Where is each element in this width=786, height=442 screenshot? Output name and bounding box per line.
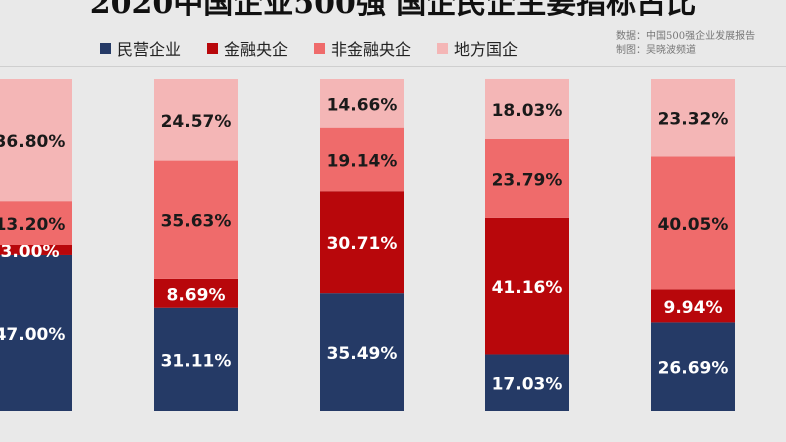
data-label-nonfinancial-soe-0: 13.20% [0, 215, 65, 235]
bar-segment-local-soe-0 [0, 79, 72, 202]
bar-segment-local-soe-3 [485, 78, 569, 139]
source-note: 数据：中国500强企业发展报告 制图：吴晓波频道 [616, 30, 755, 58]
data-label-local-soe-1: 24.57% [161, 112, 232, 132]
bar-segment-private-2 [320, 293, 404, 411]
data-label-private-4: 26.69% [658, 359, 729, 379]
legend-swatch-financial-soe [207, 42, 219, 54]
data-label-local-soe-2: 14.66% [327, 95, 398, 115]
bar-segment-private-3 [485, 354, 569, 411]
data-label-nonfinancial-soe-4: 40.05% [658, 215, 729, 235]
legend-swatch-nonfinancial-soe [314, 42, 326, 54]
bar-segment-financial-soe-3 [485, 217, 569, 355]
legend-label-financial-soe: 金融央企 [224, 40, 289, 59]
bar-segment-financial-soe-2 [320, 191, 404, 294]
legend-swatch-local-soe [437, 42, 449, 54]
bar-segment-nonfinancial-soe-1 [154, 160, 238, 279]
data-label-nonfinancial-soe-3: 23.79% [492, 170, 563, 190]
source-line-data: 数据：中国500强企业发展报告 [616, 31, 756, 42]
data-label-private-3: 17.03% [492, 375, 563, 395]
bar-segment-local-soe-1 [154, 79, 238, 161]
chart-title: 2020中国企业500强 国企民企主要指标占比 [89, 0, 697, 21]
bar-segment-nonfinancial-soe-3 [485, 138, 569, 218]
legend-item-nonfinancial-soe: 非金融央企 [314, 36, 411, 60]
data-label-local-soe-4: 23.32% [658, 110, 729, 130]
bar-segment-local-soe-4 [651, 79, 735, 157]
data-label-local-soe-3: 18.03% [492, 101, 563, 121]
legend-label-private: 民营企业 [117, 40, 182, 59]
legend-item-financial-soe: 金融央企 [207, 36, 288, 60]
data-label-financial-soe-3: 41.16% [492, 278, 563, 298]
data-label-private-1: 31.11% [161, 351, 232, 371]
data-label-financial-soe-4: 9.94% [664, 298, 723, 318]
legend-label-local-soe: 地方国企 [454, 40, 519, 59]
bar-segment-nonfinancial-soe-0 [0, 201, 72, 245]
legend: 民营企业 金融央企 非金融央企 地方国企 [100, 36, 518, 60]
bar-segment-nonfinancial-soe-4 [651, 156, 735, 290]
data-label-nonfinancial-soe-1: 35.63% [161, 212, 232, 232]
data-label-financial-soe-2: 30.71% [327, 234, 398, 254]
legend-label-nonfinancial-soe: 非金融央企 [331, 40, 412, 59]
legend-item-local-soe: 地方国企 [437, 36, 518, 60]
bar-segment-private-0 [0, 254, 72, 411]
bar-segment-financial-soe-4 [651, 289, 735, 323]
data-label-private-2: 35.49% [327, 344, 398, 364]
bar-segment-local-soe-2 [320, 79, 404, 128]
data-label-private-0: 47.00% [0, 325, 65, 345]
bar-segment-private-4 [651, 322, 735, 411]
bar-segment-financial-soe-0 [0, 245, 72, 255]
source-line-credit: 制图：吴晓波频道 [616, 45, 696, 56]
data-label-financial-soe-0: 3.00% [1, 242, 60, 262]
bar-segment-nonfinancial-soe-2 [320, 127, 404, 192]
legend-swatch-private [100, 42, 111, 54]
legend-item-private: 民营企业 [100, 36, 181, 60]
data-label-financial-soe-1: 8.69% [167, 285, 226, 305]
data-label-local-soe-0: 36.80% [0, 132, 65, 152]
bar-segment-financial-soe-1 [154, 278, 238, 308]
header-divider [0, 66, 786, 67]
data-label-nonfinancial-soe-2: 19.14% [327, 151, 398, 171]
bar-segment-private-1 [154, 307, 238, 411]
